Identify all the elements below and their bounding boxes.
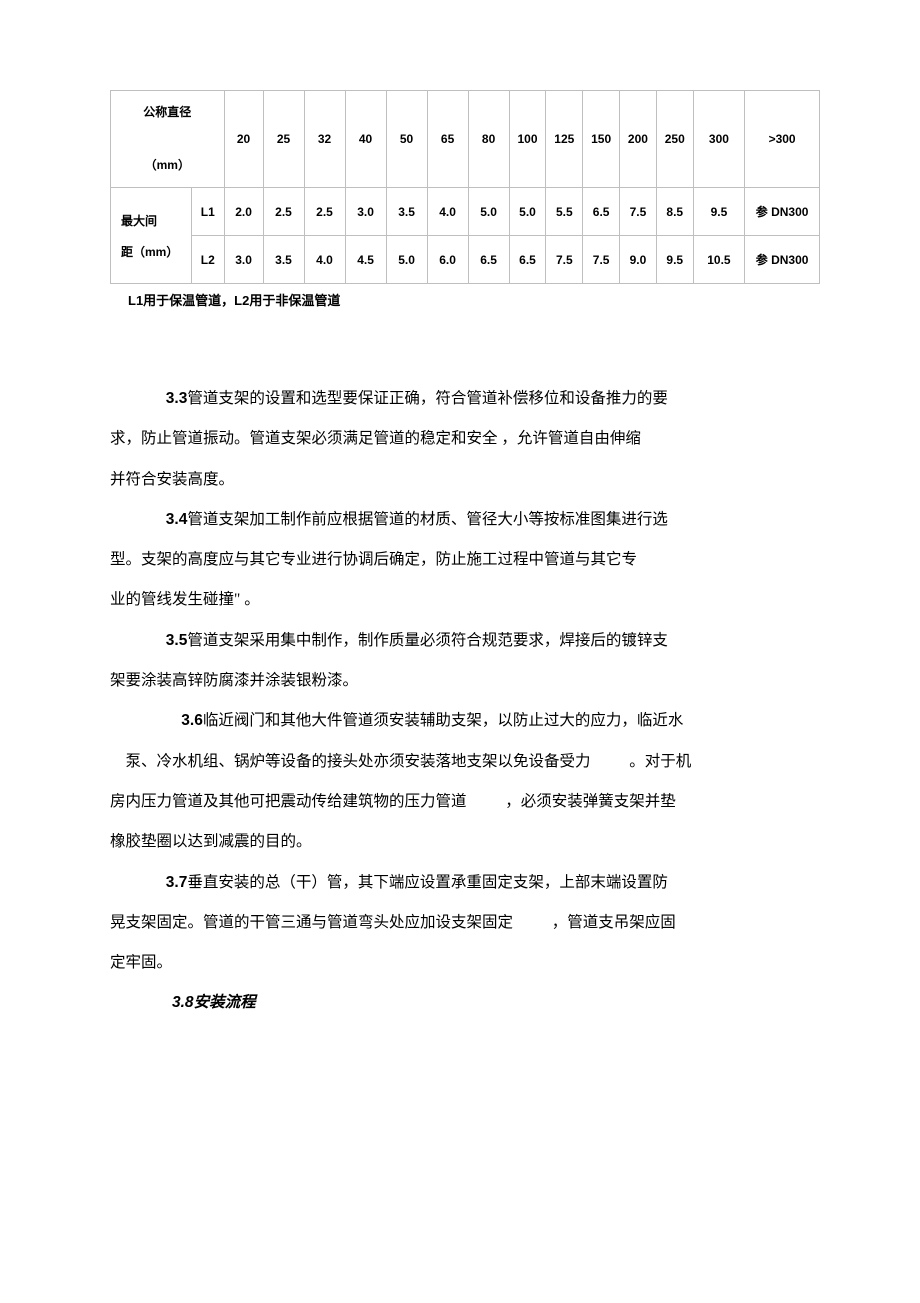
body-text-block: 3.3管道支架的设置和选型要保证正确，符合管道补偿移位和设备推力的要 求，防止管… <box>110 379 820 1024</box>
dia-cell: 50 <box>386 91 427 188</box>
text-span: 。对于机 <box>629 753 691 770</box>
val-cell: 8.5 <box>656 188 693 236</box>
val-cell: 4.5 <box>345 236 386 284</box>
val-cell: 参 DN300 <box>745 236 820 284</box>
dia-cell: 40 <box>345 91 386 188</box>
dia-cell: 100 <box>509 91 546 188</box>
val-cell: 2.5 <box>304 188 345 236</box>
para-3-6-line: 泵、冷水机组、锅炉等设备的接头处亦须安装落地支架以免设备受力 。对于机 <box>110 742 820 782</box>
para-3-7-line: 3.7垂直安装的总（干）管，其下端应设置承重固定支架，上部末端设置防 <box>110 863 820 903</box>
dia-cell: 150 <box>583 91 620 188</box>
section-number: 3.7 <box>166 874 188 891</box>
row-group-label: 最大间 距（mm） <box>111 188 192 284</box>
val-cell: 6.0 <box>427 236 468 284</box>
para-3-5-line: 3.5管道支架采用集中制作，制作质量必须符合规范要求，焊接后的镀锌支 <box>110 621 820 661</box>
val-cell: 5.0 <box>386 236 427 284</box>
heading-text: 安装流程 <box>194 994 256 1011</box>
para-3-7-line: 晃支架固定。管道的干管三通与管道弯头处应加设支架固定 ，管道支吊架应固 <box>110 903 820 943</box>
text-span: 管道支架加工制作前应根据管道的材质、管径大小等按标准图集进行选 <box>187 511 668 528</box>
section-number: 3.8 <box>172 994 194 1011</box>
section-number: 3.4 <box>166 511 188 528</box>
val-cell: 9.5 <box>656 236 693 284</box>
rowgroup-line2: 距（mm） <box>121 245 178 259</box>
val-cell: 3.5 <box>263 236 304 284</box>
val-cell: 6.5 <box>509 236 546 284</box>
text-span: 垂直安装的总（干）管，其下端应设置承重固定支架，上部末端设置防 <box>187 874 668 891</box>
para-3-6-line: 橡胶垫圈以达到减震的目的。 <box>110 822 820 862</box>
val-cell: 2.5 <box>263 188 304 236</box>
para-3-6-line: 3.6临近阀门和其他大件管道须安装辅助支架，以防止过大的应力，临近水 <box>110 701 820 741</box>
text-span: 晃支架固定。管道的干管三通与管道弯头处应加设支架固定 <box>110 914 513 931</box>
para-3-3-line: 3.3管道支架的设置和选型要保证正确，符合管道补偿移位和设备推力的要 <box>110 379 820 419</box>
para-3-3-line: 求，防止管道振动。管道支架必须满足管道的稳定和安全 ，允许管道自由伸缩 <box>110 419 820 459</box>
dia-cell: 200 <box>620 91 657 188</box>
val-cell: 4.0 <box>427 188 468 236</box>
dia-cell: 250 <box>656 91 693 188</box>
dia-cell: 32 <box>304 91 345 188</box>
pipe-spacing-table: 公称直径 （mm） 20 25 32 40 50 65 80 100 125 1… <box>110 90 820 284</box>
text-span: 管道支架采用集中制作，制作质量必须符合规范要求，焊接后的镀锌支 <box>187 632 668 649</box>
val-cell: 9.0 <box>620 236 657 284</box>
text-span: 临近阀门和其他大件管道须安装辅助支架，以防止过大的应力，临近水 <box>203 712 684 729</box>
val-cell: 5.5 <box>546 188 583 236</box>
para-3-4-line: 业的管线发生碰撞" 。 <box>110 580 820 620</box>
para-3-4-line: 3.4管道支架加工制作前应根据管道的材质、管径大小等按标准图集进行选 <box>110 500 820 540</box>
table-row: L2 3.0 3.5 4.0 4.5 5.0 6.0 6.5 6.5 7.5 7… <box>111 236 820 284</box>
rowgroup-line1: 最大间 <box>121 214 157 228</box>
val-cell: 7.5 <box>546 236 583 284</box>
table-row: 最大间 距（mm） L1 2.0 2.5 2.5 3.0 3.5 4.0 5.0… <box>111 188 820 236</box>
para-3-7-line: 定牢固。 <box>110 943 820 983</box>
val-cell: 7.5 <box>620 188 657 236</box>
val-cell: 参 DN300 <box>745 188 820 236</box>
val-cell: 4.0 <box>304 236 345 284</box>
text-span: 泵、冷水机组、锅炉等设备的接头处亦须安装落地支架以免设备受力 <box>126 753 591 770</box>
section-number: 3.6 <box>181 712 203 729</box>
val-cell: 7.5 <box>583 236 620 284</box>
val-cell: 6.5 <box>583 188 620 236</box>
val-cell: 6.5 <box>468 236 509 284</box>
val-cell: 3.0 <box>224 236 263 284</box>
val-cell: 5.0 <box>468 188 509 236</box>
para-3-6-line: 房内压力管道及其他可把震动传给建筑物的压力管道 ，必须安装弹簧支架并垫 <box>110 782 820 822</box>
val-cell: 5.0 <box>509 188 546 236</box>
dia-cell: 125 <box>546 91 583 188</box>
dia-cell: 80 <box>468 91 509 188</box>
dia-cell: 20 <box>224 91 263 188</box>
para-3-5-line: 架要涂装高锌防腐漆并涂装银粉漆。 <box>110 661 820 701</box>
dia-cell: 25 <box>263 91 304 188</box>
header-line1: 公称直径 <box>143 105 191 119</box>
row-label: L2 <box>191 236 224 284</box>
dia-cell: 300 <box>693 91 745 188</box>
header-diameter-label: 公称直径 （mm） <box>111 91 225 188</box>
val-cell: 9.5 <box>693 188 745 236</box>
dia-cell: >300 <box>745 91 820 188</box>
text-span: ，管道支吊架应固 <box>552 914 676 931</box>
para-3-8-heading: 3.8安装流程 <box>110 983 820 1023</box>
table-header-row: 公称直径 （mm） 20 25 32 40 50 65 80 100 125 1… <box>111 91 820 188</box>
para-3-4-line: 型。支架的高度应与其它专业进行协调后确定，防止施工过程中管道与其它专 <box>110 540 820 580</box>
table-footnote: L1用于保温管道，L2用于非保温管道 <box>128 290 820 309</box>
para-3-3-line: 并符合安装高度。 <box>110 460 820 500</box>
val-cell: 2.0 <box>224 188 263 236</box>
text-span: 房内压力管道及其他可把震动传给建筑物的压力管道 <box>110 793 467 810</box>
text-span: ，必须安装弹簧支架并垫 <box>505 793 676 810</box>
val-cell: 10.5 <box>693 236 745 284</box>
row-label: L1 <box>191 188 224 236</box>
text-span: 管道支架的设置和选型要保证正确，符合管道补偿移位和设备推力的要 <box>187 390 668 407</box>
document-page: 公称直径 （mm） 20 25 32 40 50 65 80 100 125 1… <box>0 0 920 1064</box>
section-number: 3.3 <box>166 390 188 407</box>
val-cell: 3.0 <box>345 188 386 236</box>
section-number: 3.5 <box>166 632 188 649</box>
header-line2: （mm） <box>145 158 190 172</box>
dia-cell: 65 <box>427 91 468 188</box>
val-cell: 3.5 <box>386 188 427 236</box>
